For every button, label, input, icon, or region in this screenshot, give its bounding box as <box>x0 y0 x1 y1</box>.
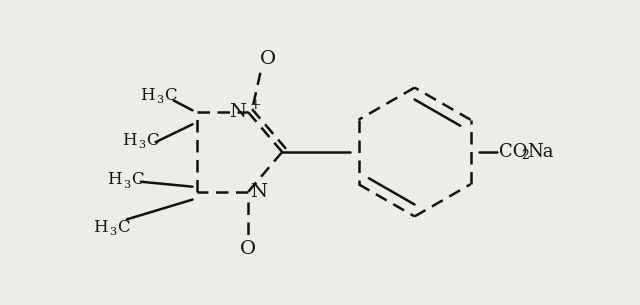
Text: 3: 3 <box>138 140 145 150</box>
Text: H: H <box>140 87 155 104</box>
Text: O: O <box>260 50 276 68</box>
Text: 3: 3 <box>123 180 130 190</box>
Text: C: C <box>164 87 176 104</box>
Text: 3: 3 <box>156 95 163 106</box>
Text: H: H <box>108 171 122 188</box>
Text: N: N <box>229 103 246 121</box>
Text: H: H <box>122 132 137 149</box>
Text: Na: Na <box>527 143 554 161</box>
Text: CO: CO <box>499 143 528 161</box>
Text: H: H <box>93 219 108 236</box>
Text: C: C <box>117 219 129 236</box>
Text: 3: 3 <box>109 227 116 237</box>
Text: O: O <box>240 240 257 258</box>
Text: 2: 2 <box>521 149 529 163</box>
Text: N: N <box>250 183 268 201</box>
Text: C: C <box>146 132 158 149</box>
Text: C: C <box>131 171 143 188</box>
Text: +: + <box>250 99 261 113</box>
